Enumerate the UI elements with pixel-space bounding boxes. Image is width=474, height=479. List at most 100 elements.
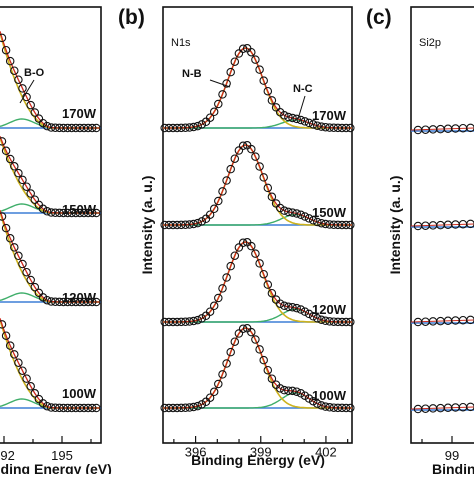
- panel-a-data-point: [75, 123, 85, 133]
- panel-a-data-point: [83, 403, 93, 413]
- panel-b-tick-label: 402: [315, 445, 337, 460]
- panel-a-data-point: [30, 108, 40, 117]
- panel-b-data-point: [222, 176, 231, 185]
- panel-b-data-point: [317, 122, 326, 131]
- panel-a-data-point: [5, 234, 15, 243]
- panel-b-data-point: [284, 386, 293, 395]
- panel-b-data-point: [209, 387, 219, 397]
- panel-a-tick-label: 192: [0, 448, 15, 463]
- panel-b-data-point: [267, 192, 277, 202]
- panel-b-data-point: [321, 122, 330, 132]
- panel-b-data-point: [267, 96, 277, 105]
- panel-a-data-point: [26, 189, 35, 198]
- panel-b-data-point: [238, 44, 248, 54]
- panel-b-data-point: [329, 317, 339, 326]
- panel-a-data-point: [63, 297, 72, 307]
- panel-b-data-point: [251, 249, 260, 258]
- panel-b-data-point: [222, 359, 231, 368]
- panel-b-data-point: [333, 123, 343, 133]
- panel-b-data-point: [341, 220, 351, 230]
- panel-b-data-point: [255, 345, 264, 354]
- panel-b-data-point: [304, 118, 314, 128]
- panel-c-data-point: [466, 219, 474, 229]
- panel-a-data-point: [79, 208, 89, 218]
- panel-b-data-point: [255, 65, 264, 74]
- panel-b-data-point: [329, 220, 339, 230]
- panel-a-data-point: [55, 208, 64, 218]
- panel-b-data-point: [292, 209, 301, 218]
- panel-b-data-point: [197, 120, 207, 129]
- panel-c-ticks: [421, 436, 453, 443]
- panel-b-tick-label: 399: [250, 445, 272, 460]
- panel-a-data-point: [92, 297, 101, 307]
- panel-b-y-axis-label: Intensity (a. u.): [139, 176, 155, 275]
- panel-b-data-point: [197, 314, 207, 323]
- panel-b-data-point: [296, 115, 306, 125]
- panel-b-data-point: [346, 317, 355, 327]
- panel-b-data-point: [247, 47, 256, 57]
- panel-b-data-point: [185, 123, 194, 132]
- panel-a-data-point: [30, 389, 40, 398]
- panel-b-data-point: [209, 301, 219, 311]
- panel-a-data-point: [26, 275, 35, 285]
- panel-b-data-point: [176, 220, 186, 230]
- panel-c-frame: [410, 6, 474, 444]
- panel-a-data-point: [75, 208, 85, 218]
- panel-b-data-point: [209, 204, 219, 214]
- panel-b-data-point: [288, 303, 297, 312]
- panel-a-data-point: [87, 297, 97, 307]
- panel-a-data-point: [87, 208, 97, 218]
- panel-a-data-point: [1, 223, 11, 233]
- panel-b-data-point: [341, 317, 351, 327]
- panel-b-data-point: [164, 123, 174, 133]
- panel-a-tick-label: 195: [51, 448, 73, 463]
- panel-a-data-point: [14, 75, 23, 84]
- panel-a-data-point: [22, 182, 31, 191]
- panel-a-data-point: [26, 100, 35, 110]
- panel-b-data-point: [181, 220, 190, 230]
- panel-b-data-point: [189, 402, 198, 412]
- panel-b-data-point: [168, 317, 178, 327]
- panel-b-data-point: [288, 386, 297, 396]
- panel-b-data-point: [346, 403, 355, 413]
- panel-b-data-point: [341, 123, 351, 133]
- panel-c-envelope-curve: [410, 223, 474, 227]
- panel-b-data-point: [304, 394, 314, 403]
- panel-b-data-point: [197, 217, 207, 226]
- panel-b-data-point: [263, 183, 273, 193]
- panel-b-data-point: [160, 123, 169, 133]
- panel-b-data-point: [275, 299, 285, 308]
- panel-b-data-point: [329, 403, 339, 412]
- panel-b: (b) N1s 396 399 402 Binding Energy (eV) In…: [118, 6, 355, 468]
- panel-c-title: Si2p: [419, 37, 441, 49]
- panel-a-data-point: [59, 123, 68, 133]
- panel-a-data-point: [18, 175, 27, 185]
- panel-b-data-point: [172, 403, 182, 413]
- panel-a-data-point: [51, 297, 60, 307]
- panel-a-data-point: [51, 403, 60, 413]
- panel-b-data-point: [321, 402, 330, 411]
- panel-b-data-point: [337, 317, 347, 327]
- panel-b-data-point: [209, 107, 219, 117]
- panel-a-data-point: [5, 56, 15, 66]
- panel-b-data-point: [275, 384, 285, 393]
- panel-b-data-point: [160, 317, 169, 327]
- panel-a-data-point: [92, 208, 101, 218]
- panel-b-data-point: [292, 303, 301, 313]
- panel-a-data-point: [22, 267, 31, 277]
- panel-b-data-point: [304, 214, 314, 223]
- panel-a-data-point: [46, 208, 56, 217]
- panel-a-data-point: [51, 123, 60, 133]
- panel-b-data-point: [185, 403, 194, 412]
- panel-b-data-point: [172, 220, 182, 230]
- panel-a-data-point: [63, 208, 72, 218]
- panel-a-data-point: [42, 207, 52, 216]
- panel-b-data-point: [300, 307, 310, 316]
- panel-b-data-point: [238, 238, 248, 248]
- panel-b-data-point: [288, 208, 297, 217]
- panel-c-envelope-curve: [410, 127, 474, 131]
- panel-a-data-point: [10, 162, 19, 171]
- panel-b-data-point: [313, 217, 322, 227]
- panel-b-data-point: [325, 317, 334, 326]
- panel-a-data-point: [75, 297, 85, 307]
